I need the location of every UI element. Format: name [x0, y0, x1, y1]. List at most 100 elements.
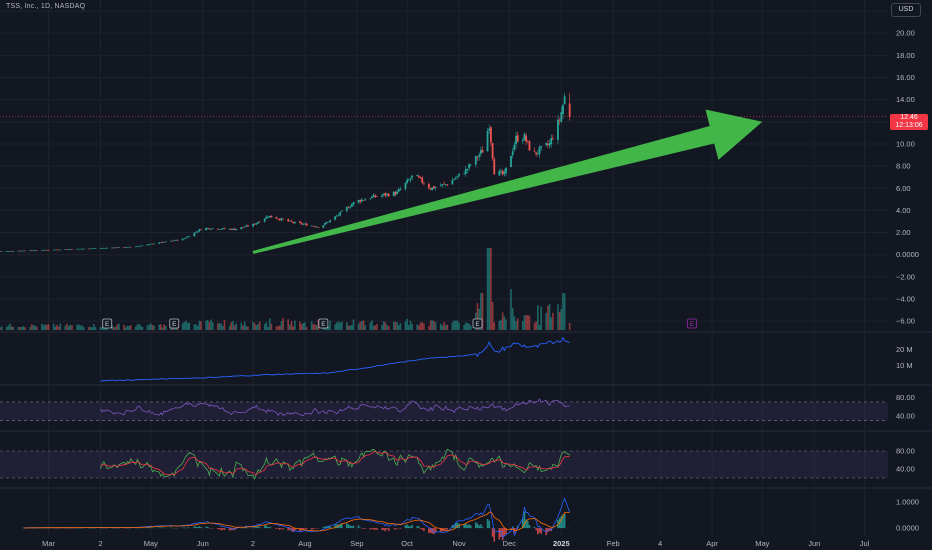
- macd-histogram-bar: [526, 520, 529, 529]
- volume-bar: [476, 303, 479, 330]
- candle-body: [35, 250, 38, 251]
- candle-body: [205, 227, 207, 230]
- candle-body: [252, 224, 254, 227]
- volume-bar: [253, 323, 256, 330]
- volume-bar: [66, 323, 68, 330]
- candle-body: [186, 236, 189, 238]
- stoch-axis-label: 40.00: [896, 465, 915, 474]
- candle-body: [12, 251, 15, 252]
- candle-body: [124, 247, 127, 248]
- candle-body: [102, 247, 105, 249]
- volume-bar: [369, 322, 372, 330]
- volume-bar: [99, 327, 102, 330]
- candle-body: [474, 156, 477, 165]
- price-axis-label: 0.0000: [896, 250, 919, 259]
- candle-body: [481, 150, 484, 153]
- candle-body: [513, 144, 516, 151]
- macd-histogram-bar: [257, 526, 259, 529]
- volume-bar: [270, 323, 273, 330]
- volume-bar: [235, 323, 238, 330]
- volume-bar: [277, 325, 279, 330]
- macd-histogram-bar: [161, 527, 164, 529]
- candle-body: [92, 248, 95, 249]
- macd-histogram-bar: [268, 526, 271, 529]
- candle-body: [17, 250, 20, 252]
- candle-body: [169, 240, 172, 242]
- volume-bar: [123, 324, 125, 330]
- volume-bar: [468, 323, 470, 330]
- candle-body: [19, 250, 22, 252]
- volume-bar: [153, 325, 155, 330]
- macd-histogram-bar: [198, 526, 201, 529]
- candle-body: [444, 184, 447, 185]
- candle-body: [0, 251, 3, 252]
- volume-bar: [128, 326, 130, 330]
- volume-bar: [364, 325, 367, 330]
- macd-histogram-bar: [399, 528, 402, 529]
- volume-bar: [411, 323, 413, 330]
- macd-histogram-bar: [304, 528, 306, 529]
- macd-histogram-bar: [245, 527, 248, 529]
- currency-button[interactable]: USD: [891, 3, 921, 17]
- candle-body: [231, 228, 234, 230]
- volume-bar: [141, 327, 144, 330]
- price-axis-label: −6.00: [896, 317, 915, 326]
- volume-bar: [181, 323, 184, 330]
- macd-histogram-bar: [146, 527, 149, 529]
- volume-bar: [404, 321, 407, 330]
- volume-bar: [76, 324, 78, 330]
- candle-body: [20, 250, 23, 252]
- macd-histogram-bar: [292, 528, 295, 532]
- volume-bar: [0, 327, 1, 330]
- macd-histogram-bar: [488, 520, 491, 529]
- earnings-marker-label: E: [321, 321, 326, 328]
- candle-body: [7, 251, 10, 252]
- earnings-marker-box: [169, 318, 180, 329]
- volume-bar: [287, 319, 289, 330]
- candle-body: [557, 119, 559, 140]
- candle-body: [221, 228, 224, 229]
- candle-body: [9, 251, 11, 252]
- candle-body: [171, 240, 174, 242]
- candle-body: [498, 171, 501, 176]
- volume-bar: [41, 323, 43, 330]
- volume-bar: [54, 326, 57, 330]
- volume-bar: [161, 327, 164, 330]
- candle-body: [562, 105, 564, 115]
- time-axis-label: Jul: [860, 539, 870, 548]
- candle-body: [118, 247, 120, 248]
- candle-body: [454, 177, 457, 180]
- candle-body: [314, 226, 316, 228]
- macd-histogram-bar: [334, 524, 336, 529]
- candle-body: [270, 215, 273, 218]
- macd-histogram-bar: [434, 528, 437, 533]
- candle-body: [381, 195, 383, 197]
- volume-bar: [302, 323, 305, 330]
- candle-body: [491, 143, 494, 159]
- volume-bar: [183, 322, 186, 330]
- volume-bar: [245, 325, 248, 330]
- macd-histogram-bar: [374, 528, 377, 530]
- macd-histogram-bar: [521, 518, 524, 529]
- candle-body: [479, 150, 482, 154]
- candle-body: [87, 248, 90, 250]
- candle-body: [278, 219, 281, 221]
- macd-histogram-bar: [200, 527, 202, 529]
- candle-body: [322, 225, 325, 228]
- volume-bar: [67, 326, 70, 330]
- macd-histogram-bar: [468, 524, 470, 529]
- candle-body: [310, 225, 313, 227]
- macd-histogram-bar: [265, 525, 268, 529]
- macd-histogram-bar: [258, 527, 261, 529]
- volume-bar: [376, 323, 378, 330]
- macd-histogram-bar: [493, 528, 496, 542]
- candle-body: [429, 188, 432, 190]
- volume-bar: [339, 322, 341, 330]
- volume-bar: [501, 312, 504, 330]
- time-axis-label: May: [755, 539, 769, 548]
- candle-body: [528, 141, 531, 151]
- earnings-marker: E: [102, 318, 113, 329]
- candle-body: [397, 189, 400, 192]
- candle-body: [208, 228, 211, 230]
